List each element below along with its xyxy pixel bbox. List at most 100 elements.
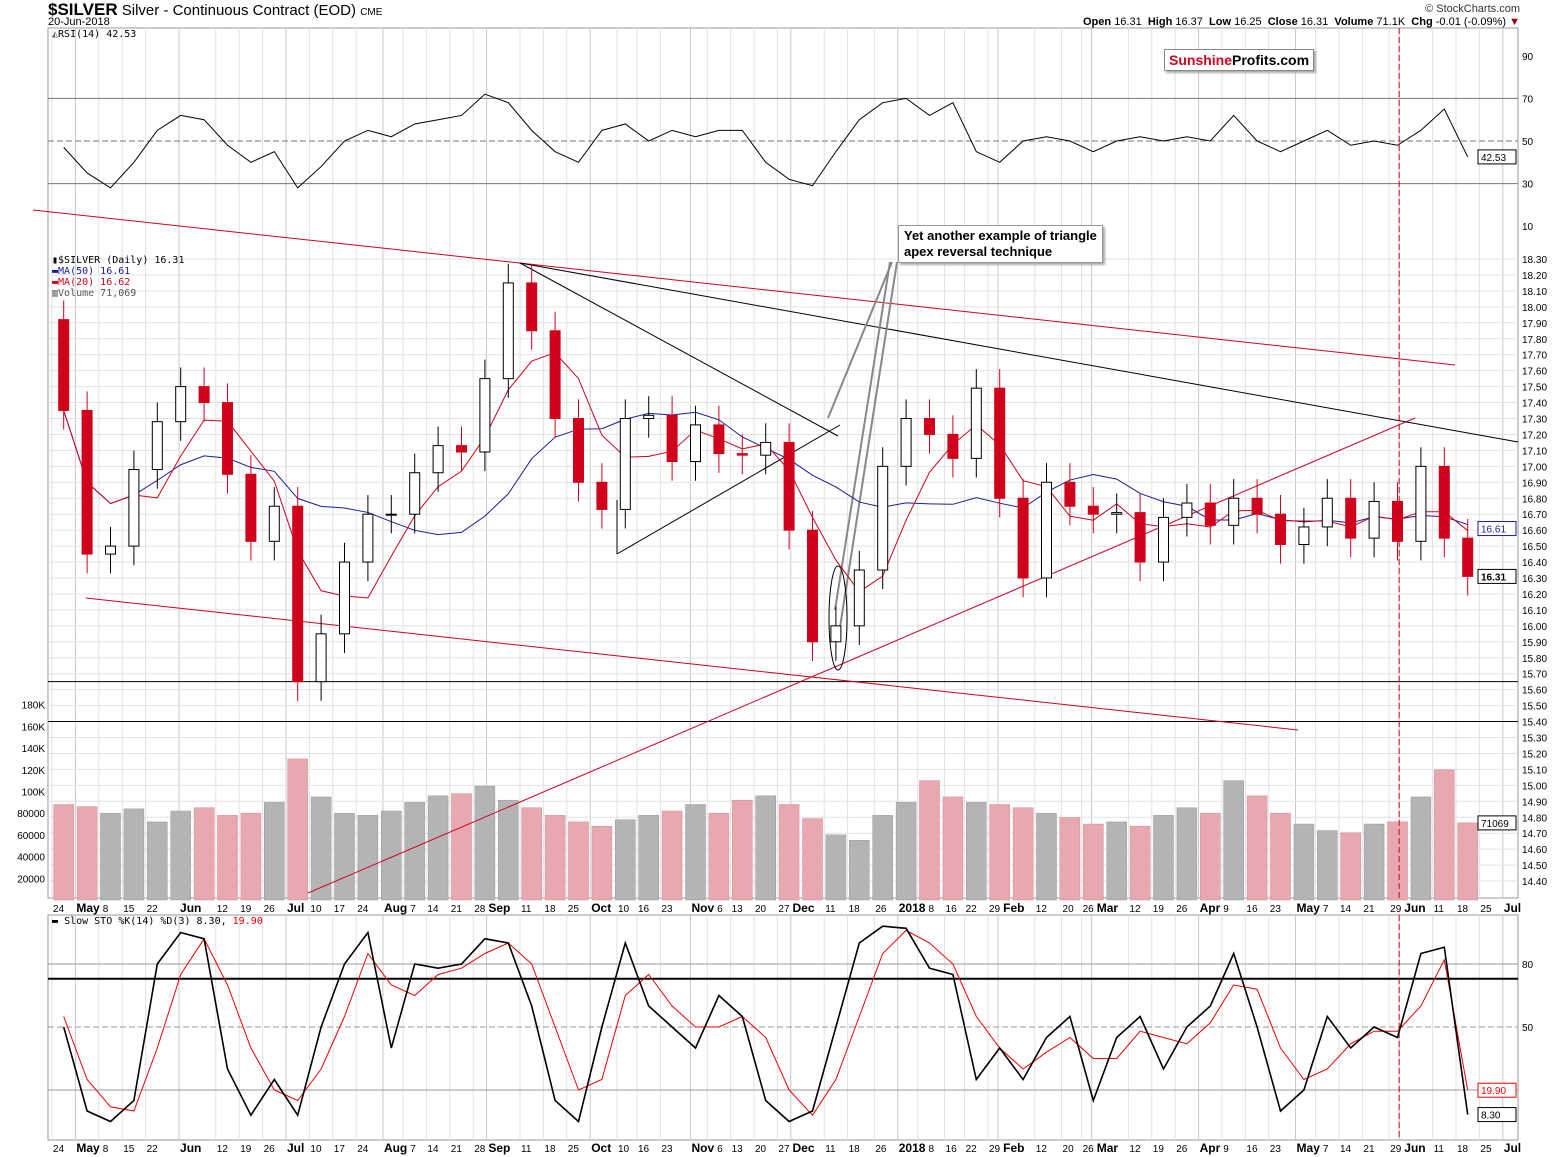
- rsi-legend: ◭RSI(14) 42.53: [52, 29, 137, 40]
- x-tick-label: 11: [1434, 904, 1445, 915]
- x-tick-label: 8: [928, 1144, 934, 1155]
- close-label: Close: [1267, 16, 1298, 28]
- x-tick-label: 29: [1390, 1144, 1402, 1155]
- volume-bar: [802, 818, 823, 901]
- volume-bar: [1317, 830, 1338, 901]
- candle-body: [736, 453, 748, 456]
- volume-bars-icon: ▥: [52, 288, 59, 299]
- candle-body: [268, 505, 280, 542]
- x-tick-label: 9: [1223, 904, 1229, 915]
- x-tick-label: 11: [1434, 1144, 1445, 1155]
- price-tick-label: 15.00: [1522, 781, 1547, 792]
- sto-d-badge-text: 19.90: [1481, 1086, 1506, 1097]
- candle-body: [900, 418, 912, 467]
- rsi-badge-box: [1477, 149, 1517, 165]
- volume-bar: [1153, 815, 1174, 901]
- volume-bar: [451, 793, 472, 901]
- x-tick-label: 12: [1129, 904, 1141, 915]
- x-tick-label: Jun: [1404, 1141, 1425, 1155]
- volume-bar: [895, 802, 917, 901]
- high-label: High: [1147, 16, 1173, 28]
- volume-bar: [1457, 822, 1478, 901]
- price-tick-label: 18.20: [1522, 271, 1547, 282]
- x-tick-label: Jun: [180, 901, 201, 915]
- volume-badge: 71069: [1477, 815, 1517, 831]
- volume-bar: [1106, 821, 1127, 901]
- price-tick-label: 14.70: [1522, 829, 1547, 840]
- highlight-ellipse: [828, 565, 848, 671]
- x-tick-label: 28: [474, 1144, 486, 1155]
- x-tick-label: Oct: [591, 901, 611, 915]
- candle-body: [1462, 537, 1474, 577]
- x-tick-label: 27: [778, 904, 790, 915]
- x-tick-label: Jul: [287, 901, 304, 915]
- x-tick-label: 19: [240, 904, 252, 915]
- volume-bar: [919, 780, 940, 901]
- price-tick-label: 16.20: [1522, 590, 1547, 601]
- x-tick-label: 7: [410, 1144, 416, 1155]
- x-tick-label: 14: [427, 1144, 439, 1155]
- candle-body: [1415, 465, 1427, 542]
- volume-bar: [685, 804, 706, 901]
- rsi-tick-label: 50: [1522, 137, 1534, 148]
- sto-d-line: [63, 929, 1469, 1117]
- x-tick-label: 23: [661, 1144, 673, 1155]
- price-tick-label: 16.00: [1522, 622, 1547, 633]
- candle-body: [81, 410, 93, 555]
- sunshine-profits-logo: SunshineProfits.com: [1164, 49, 1315, 71]
- x-tick-label: Jul: [1504, 901, 1521, 915]
- candle-body: [222, 402, 233, 475]
- volume-bar: [989, 804, 1010, 901]
- trendline: [519, 262, 1519, 443]
- rsi-line: [63, 93, 1469, 189]
- candle-body: [105, 545, 116, 555]
- price-tick-label: 16.30: [1522, 574, 1547, 585]
- x-tick-label: May: [1297, 901, 1321, 915]
- price-tick-label: 14.90: [1522, 797, 1547, 808]
- low-label: Low: [1209, 16, 1232, 28]
- candle-body: [1275, 513, 1286, 546]
- price-tick-label: 18.30: [1522, 255, 1547, 266]
- exchange: CME: [360, 7, 383, 18]
- candle-body: [783, 441, 795, 531]
- x-tick-label: 18: [1457, 904, 1469, 915]
- x-tick-label: Oct: [591, 1141, 611, 1155]
- candle-body: [1368, 500, 1380, 539]
- volume-badge-text: 71069: [1481, 819, 1509, 830]
- x-tick-label: 22: [966, 1144, 978, 1155]
- x-tick-label: 25: [1480, 1144, 1492, 1155]
- x-tick-label: 8: [928, 904, 934, 915]
- volume-bar: [1176, 807, 1198, 901]
- x-tick-label: 23: [1270, 904, 1282, 915]
- price-tick-label: 17.30: [1522, 415, 1547, 426]
- volume-bar: [217, 815, 238, 901]
- x-tick-label: 11: [825, 1144, 836, 1155]
- price-tick-label: 18.00: [1522, 303, 1547, 314]
- x-tick-label: 25: [568, 1144, 580, 1155]
- candle-body: [853, 569, 865, 627]
- volume-bar: [474, 785, 496, 901]
- price-tick-label: 14.60: [1522, 845, 1547, 856]
- x-tick-label: 20: [1063, 1144, 1075, 1155]
- x-tick-label: 26: [1176, 1144, 1188, 1155]
- ma50-badge-box: [1477, 521, 1517, 537]
- price-tick-label: 15.50: [1522, 702, 1547, 713]
- candle-body: [713, 424, 725, 455]
- x-tick-label: 25: [1480, 904, 1492, 915]
- candle-body: [596, 481, 608, 510]
- volume-bar: [825, 834, 847, 901]
- candle-body: [409, 472, 421, 515]
- volume-tick-label: 120K: [22, 766, 46, 777]
- rsi-badge-text: 42.53: [1481, 153, 1506, 164]
- candle-body: [1017, 497, 1029, 579]
- volume-tick-label: 40000: [17, 853, 45, 864]
- volume-value: 71.1K: [1376, 16, 1406, 28]
- candle-body: [339, 561, 350, 635]
- close-badge-box: [1477, 568, 1517, 584]
- candle-body: [1111, 512, 1123, 515]
- price-tick-label: 16.70: [1522, 510, 1547, 521]
- x-tick-label: 25: [568, 904, 580, 915]
- volume-bar: [123, 808, 145, 901]
- price-tick-label: 16.50: [1522, 542, 1547, 553]
- credit: © StockCharts.com: [1425, 3, 1520, 15]
